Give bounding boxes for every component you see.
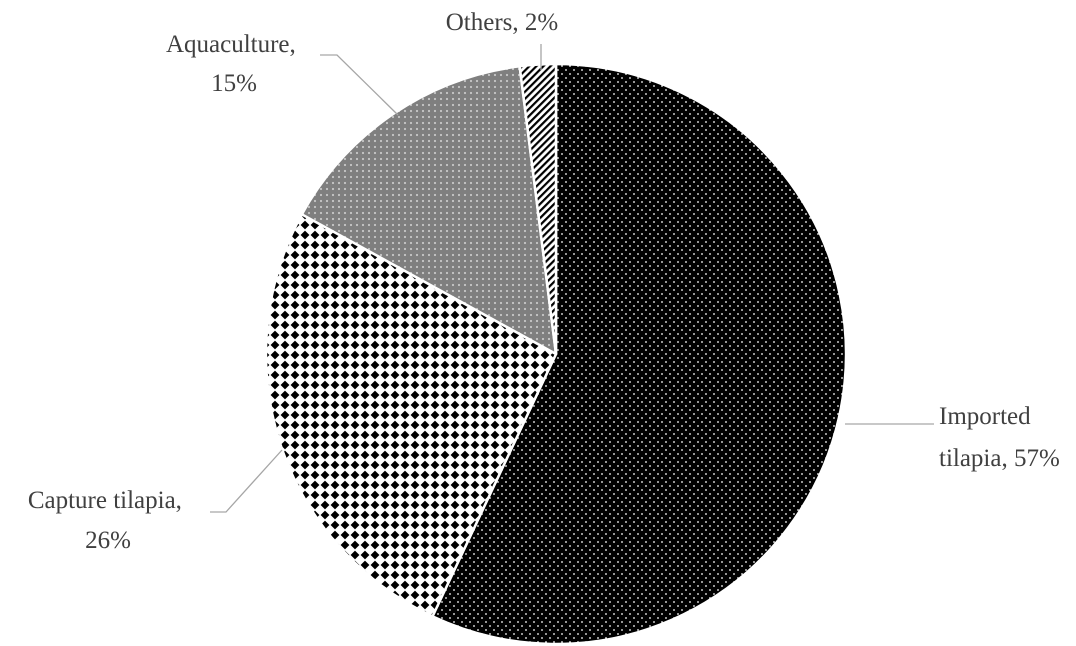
data-labels: Imported tilapia, 57% Capture tilapia, 2… (28, 9, 1060, 554)
pie-slice-imported-tilapia (431, 62, 848, 646)
data-label-imported-tilapia-line1: Imported (939, 403, 1031, 430)
data-label-imported-tilapia: Imported tilapia, 57% (939, 403, 1060, 472)
data-label-aquaculture-line2: 15% (211, 70, 257, 97)
leader-line-capture-tilapia (210, 449, 283, 513)
data-label-aquaculture: Aquaculture, 15% (166, 31, 302, 97)
data-label-capture-tilapia: Capture tilapia, 26% (28, 487, 188, 554)
pie-slice-others (518, 62, 558, 356)
leader-lines (210, 44, 934, 513)
data-label-others-line1: Others, 2% (446, 9, 558, 36)
data-label-others: Others, 2% (446, 9, 558, 36)
data-label-imported-tilapia-line2: tilapia, 57% (939, 445, 1060, 472)
leader-line-aquaculture (320, 54, 399, 116)
data-label-aquaculture-line1: Aquaculture, (166, 31, 296, 58)
data-label-capture-tilapia-line2: 26% (85, 527, 131, 554)
data-label-capture-tilapia-line1: Capture tilapia, (28, 487, 182, 514)
pie-slices (264, 62, 848, 646)
pie-slice-aquaculture (300, 65, 558, 356)
